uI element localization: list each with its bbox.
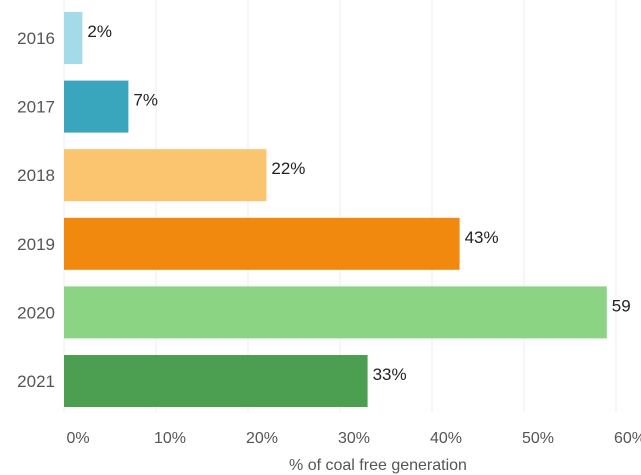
value-label: 33% [373, 365, 407, 384]
value-label: 2% [87, 22, 112, 41]
bar-2019 [64, 217, 460, 270]
x-tick-label: 50% [522, 430, 554, 447]
bar-2016 [64, 12, 83, 64]
value-label: 7% [133, 91, 158, 110]
bar-2020 [64, 286, 607, 339]
value-label: 43% [465, 228, 499, 247]
value-label: 22% [271, 159, 305, 178]
x-axis-title: % of coal free generation [289, 457, 467, 474]
x-tick-label: 0% [66, 430, 89, 447]
category-label: 2021 [17, 372, 55, 391]
category-label: 2020 [17, 303, 55, 322]
value-labels: 2% 7% 22% 43% 59 33% [87, 22, 630, 384]
x-tick-label: 30% [338, 430, 370, 447]
category-label: 2017 [17, 98, 55, 117]
x-tick-labels: 0% 10% 20% 30% 40% 50% 60% [66, 430, 641, 447]
value-label: 59 [612, 296, 631, 315]
bars [64, 12, 607, 407]
category-label: 2019 [17, 235, 55, 254]
x-tick-label: 20% [246, 430, 278, 447]
bar-2017 [64, 80, 129, 133]
bar-2021 [64, 355, 368, 407]
x-tick-label: 40% [430, 430, 462, 447]
grid-lines [63, 0, 617, 412]
x-tick-label: 10% [154, 430, 186, 447]
category-label: 2018 [17, 166, 55, 185]
x-tick-label: 60% [614, 430, 641, 447]
bar-2018 [64, 149, 267, 202]
category-labels: 2016 2017 2018 2019 2020 2021 [17, 29, 55, 391]
category-label: 2016 [17, 29, 55, 48]
